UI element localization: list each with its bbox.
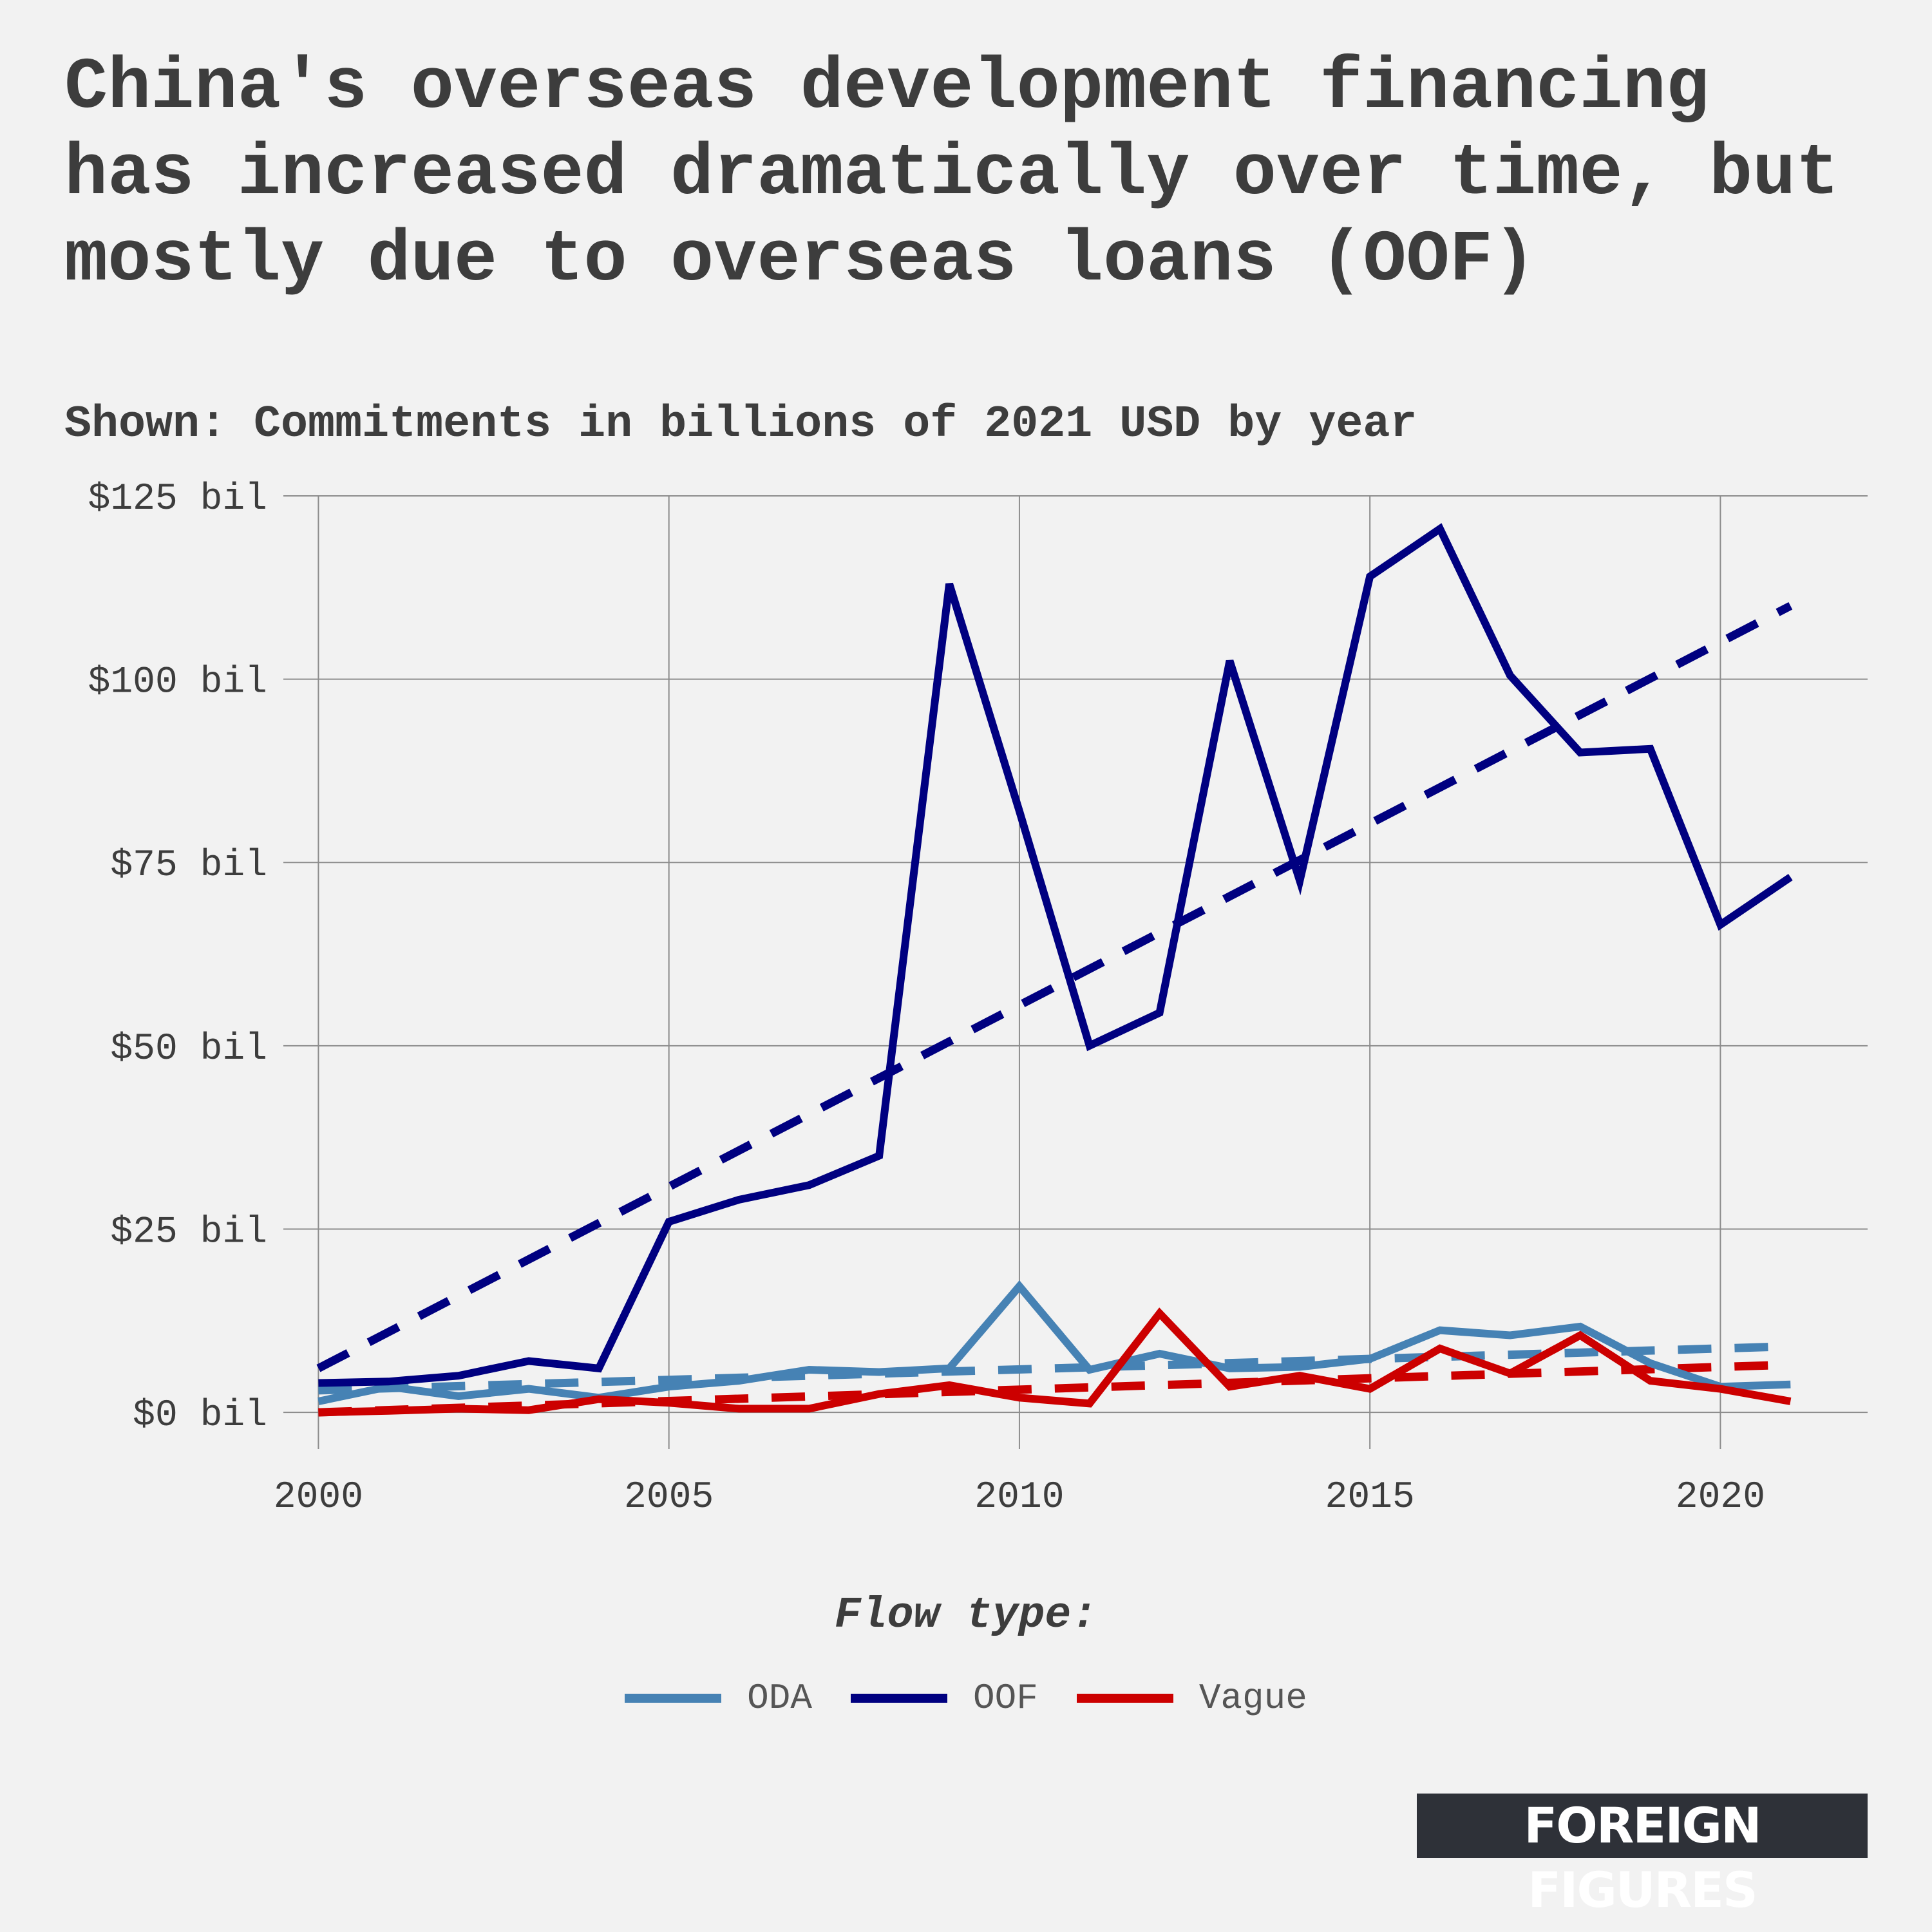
y-tick-label: $0 bil [133,1395,267,1437]
y-tick-label: $125 bil [88,478,267,520]
x-tick-label: 2010 [974,1477,1064,1519]
chart-title: China's overseas development financing h… [64,47,1839,301]
x-tick-label: 2015 [1325,1477,1415,1519]
legend: ODA OOF Vague [0,1678,1932,1719]
legend-swatch [1076,1694,1173,1703]
legend-label: OOF [972,1678,1038,1719]
y-tick-label: $50 bil [110,1028,267,1070]
legend-label: ODA [747,1678,812,1719]
y-tick-label: $100 bil [88,662,267,704]
legend-item-oof: OOF [850,1678,1038,1719]
series-lines [317,523,1793,1417]
x-axis-labels: 2000 2005 2010 2015 2020 [274,1477,1765,1519]
chart-subtitle: Shown: Commitments in billions of 2021 U… [64,399,1417,450]
x-tick-label: 2005 [624,1477,714,1519]
y-tick-label: $25 bil [110,1211,267,1253]
trend-line-oda [318,1342,1791,1395]
y-tick-label: $75 bil [110,845,267,887]
legend-label: Vague [1198,1678,1307,1719]
legend-swatch [625,1694,722,1703]
legend-item-vague: Vague [1076,1678,1307,1719]
line-chart: $0 bil $25 bil $50 bil $75 bil $100 bil $125 … [88,478,1868,1519]
trend-line-oof [316,601,1793,1372]
trend-lines [316,601,1793,1417]
series-line-vague [318,1307,1792,1417]
legend-title: Flow type: [834,1591,1098,1640]
grid-lines [283,495,1868,1449]
series-line-oof [318,523,1793,1387]
legend-item-oda: ODA [625,1678,812,1719]
y-axis-labels: $0 bil $25 bil $50 bil $75 bil $100 bil $125 … [88,478,267,1437]
legend-swatch [850,1694,947,1703]
brand-logo: FOREIGN FIGURES [1417,1794,1868,1918]
x-tick-label: 2000 [274,1477,363,1519]
x-tick-label: 2020 [1676,1477,1765,1519]
series-line-oda [317,1280,1791,1405]
